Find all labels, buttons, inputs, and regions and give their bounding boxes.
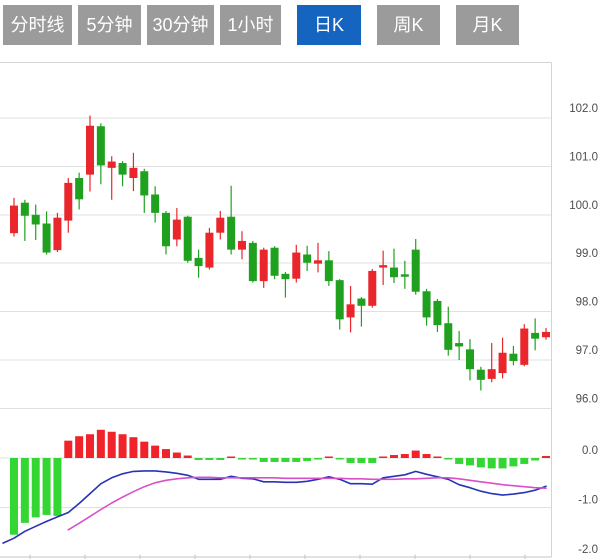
tab-1hour[interactable]: 1小时 bbox=[220, 5, 281, 45]
svg-text:101.0: 101.0 bbox=[569, 151, 598, 163]
svg-text:96.0: 96.0 bbox=[576, 393, 598, 405]
svg-text:-2.0: -2.0 bbox=[578, 544, 598, 556]
svg-text:102.0: 102.0 bbox=[569, 103, 598, 115]
svg-text:99.0: 99.0 bbox=[576, 248, 598, 260]
dea-line bbox=[67, 476, 547, 531]
tab-monthly-k[interactable]: 月K bbox=[456, 5, 519, 45]
interval-tab-bar: 分时线 5分钟 30分钟 1小时 日K 周K 月K bbox=[0, 5, 604, 45]
macd-histogram bbox=[10, 429, 550, 535]
gridlines bbox=[0, 62, 552, 557]
tab-5min[interactable]: 5分钟 bbox=[78, 5, 141, 45]
tab-30min[interactable]: 30分钟 bbox=[147, 5, 214, 45]
tab-weekly-k[interactable]: 周K bbox=[377, 5, 440, 45]
svg-text:0.0: 0.0 bbox=[582, 445, 598, 457]
svg-text:97.0: 97.0 bbox=[576, 345, 598, 357]
time-axis bbox=[0, 554, 552, 559]
svg-text:100.0: 100.0 bbox=[569, 200, 598, 212]
tab-timeline[interactable]: 分时线 bbox=[3, 5, 72, 45]
candles[interactable] bbox=[10, 115, 550, 391]
svg-text:98.0: 98.0 bbox=[576, 297, 598, 309]
dif-line bbox=[2, 470, 547, 544]
svg-text:-1.0: -1.0 bbox=[578, 495, 598, 507]
tab-daily-k[interactable]: 日K bbox=[297, 5, 361, 45]
price-axis-labels: 102.0 101.0 100.0 99.0 98.0 97.0 96.0 0.0 -1.0 -2… bbox=[569, 103, 598, 556]
